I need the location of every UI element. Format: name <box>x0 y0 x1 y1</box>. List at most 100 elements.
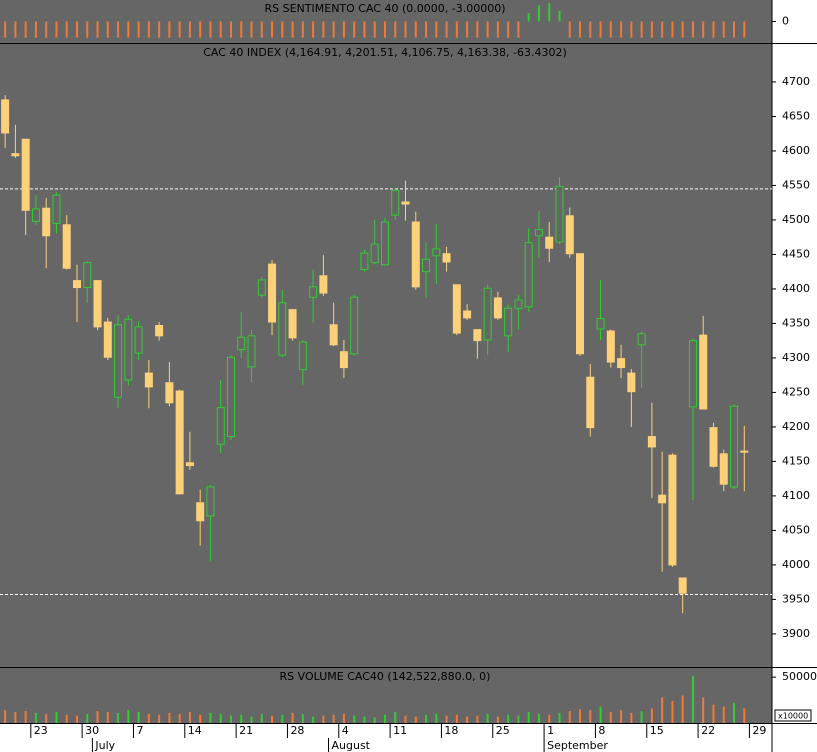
bar <box>599 21 602 38</box>
candle-body <box>565 215 574 255</box>
y-tick-label: 4400 <box>782 282 810 295</box>
candle-body <box>627 372 636 393</box>
bar <box>527 712 530 723</box>
bar <box>240 714 243 723</box>
y-tick-label: 4200 <box>782 420 810 433</box>
bar <box>219 21 222 38</box>
candle-body <box>668 454 677 566</box>
x-tick-label: 25 <box>496 724 510 737</box>
candle-body <box>719 453 728 485</box>
bar <box>558 712 561 723</box>
candle-body <box>103 321 112 358</box>
bar <box>353 715 356 723</box>
candle-body <box>93 280 102 328</box>
bar <box>250 716 253 723</box>
bar <box>445 715 448 723</box>
bar <box>24 711 27 723</box>
bar <box>373 717 376 723</box>
y-tick-label: 4600 <box>782 144 810 157</box>
bar <box>373 21 376 38</box>
bar <box>671 21 674 38</box>
candle-body <box>740 450 749 453</box>
candle-body <box>555 185 564 243</box>
bar <box>661 697 664 723</box>
candle-body <box>114 324 123 398</box>
candle-body <box>699 334 708 410</box>
bar <box>158 714 161 723</box>
candle-body <box>247 335 256 368</box>
candle-body <box>504 307 513 337</box>
y-tick-label: 4050 <box>782 523 810 536</box>
bar <box>435 21 438 38</box>
y-tick-label: 4150 <box>782 454 810 467</box>
bar <box>106 21 109 38</box>
bar <box>45 21 48 38</box>
bar <box>127 21 130 38</box>
bar <box>301 713 304 723</box>
bar <box>733 21 736 38</box>
bar <box>609 712 612 723</box>
bar <box>168 21 171 38</box>
bar <box>147 713 150 723</box>
bar <box>722 21 725 38</box>
bar <box>75 715 78 723</box>
bar <box>486 21 489 38</box>
bar <box>527 13 530 22</box>
y-tick-label: 4550 <box>782 178 810 191</box>
candle-body <box>576 253 585 355</box>
x-tick-label: 18 <box>444 724 458 737</box>
bar <box>394 21 397 38</box>
month-label: September <box>547 739 608 752</box>
candle-body <box>257 279 266 296</box>
candle-body <box>21 138 30 211</box>
month-label: July <box>94 739 115 752</box>
y-tick-label: 4100 <box>782 489 810 502</box>
bar <box>65 21 68 38</box>
candle-body <box>463 310 472 319</box>
bar <box>117 21 120 38</box>
bar <box>209 21 212 38</box>
bar <box>353 21 356 38</box>
candle-body <box>165 382 174 404</box>
y-tick-label: 4650 <box>782 109 810 122</box>
x-tick-label: 1 <box>547 724 554 737</box>
bar <box>537 713 540 723</box>
bar <box>147 21 150 38</box>
bar <box>281 714 284 723</box>
bar <box>476 715 479 723</box>
bar <box>199 714 202 723</box>
candle-body <box>1 99 10 134</box>
candle-body <box>83 262 92 289</box>
x-tick-label: 11 <box>393 724 407 737</box>
bar <box>219 713 222 723</box>
bar <box>127 710 130 723</box>
bar <box>271 715 274 723</box>
bar <box>702 21 705 38</box>
candle-body <box>72 280 81 289</box>
candle-body <box>442 253 451 263</box>
bar <box>312 716 315 723</box>
bar <box>681 695 684 723</box>
candle-body <box>350 296 359 355</box>
bar <box>301 21 304 38</box>
bar <box>199 21 202 38</box>
bar <box>712 704 715 723</box>
bar <box>45 713 48 723</box>
bar <box>260 21 263 38</box>
candle-body <box>514 299 523 309</box>
panel-title: RS VOLUME CAC40 (142,522,880.0, 0) <box>280 670 491 683</box>
bar <box>209 712 212 723</box>
candle-body <box>124 318 133 381</box>
bar <box>250 21 253 38</box>
bar <box>650 708 653 723</box>
bar <box>743 21 746 38</box>
candle-body <box>534 229 543 237</box>
x-tick-label: 29 <box>752 724 766 737</box>
y-tick-label: 4300 <box>782 351 810 364</box>
candle-body <box>216 407 225 445</box>
candle-body <box>370 243 379 264</box>
candle-body <box>11 153 20 157</box>
bar <box>435 713 438 723</box>
bar <box>568 711 571 723</box>
candle-body <box>206 486 215 517</box>
